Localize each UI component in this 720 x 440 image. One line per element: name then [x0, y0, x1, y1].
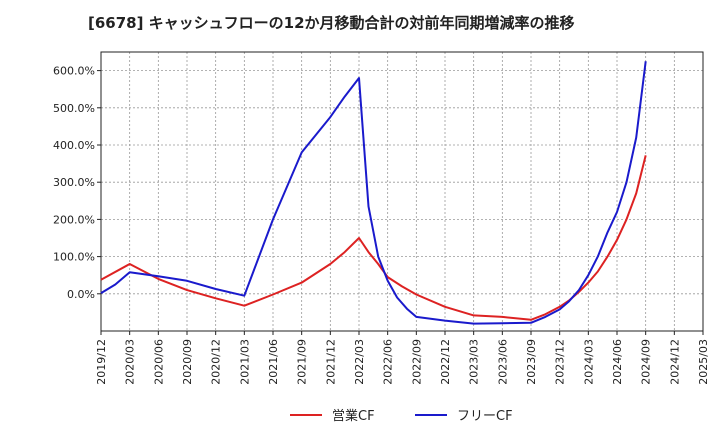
x-tick-label: 2023/12 — [554, 339, 567, 385]
x-tick-label: 2021/09 — [296, 339, 309, 385]
y-tick-label: 0.0% — [67, 288, 95, 301]
x-tick-label: 2024/06 — [611, 339, 624, 385]
x-tick-label: 2025/03 — [697, 339, 710, 385]
grid — [100, 52, 704, 331]
x-tick-label: 2022/12 — [439, 339, 452, 385]
y-tick-label: 400.0% — [53, 139, 95, 152]
x-tick-label: 2022/03 — [353, 339, 366, 385]
x-tick-label: 2024/09 — [640, 339, 653, 385]
legend-label-1: 営業CF — [332, 408, 375, 424]
series-line-2 — [100, 61, 647, 325]
y-tick-label: 100.0% — [53, 251, 95, 264]
series-lines — [100, 61, 647, 325]
x-tick-label: 2022/09 — [410, 339, 423, 385]
x-tick-label: 2023/06 — [496, 339, 509, 385]
chart-title: [6678] キャッシュフローの12か月移動合計の対前年同期増減率の推移 — [88, 14, 575, 32]
x-tick-label: 2019/12 — [95, 339, 108, 385]
y-tick-label: 300.0% — [53, 176, 95, 189]
y-tick-label: 600.0% — [53, 65, 95, 78]
y-tick-label: 200.0% — [53, 213, 95, 226]
x-tick-label: 2021/03 — [238, 339, 251, 385]
plot-frame — [100, 51, 704, 332]
legend: 営業CF フリーCF — [290, 408, 513, 424]
x-tick-label: 2021/06 — [267, 339, 280, 385]
x-tick-label: 2020/09 — [181, 339, 194, 385]
x-tick-label: 2023/03 — [468, 339, 481, 385]
x-tick-label: 2023/09 — [525, 339, 538, 385]
x-tick-label: 2024/03 — [582, 339, 595, 385]
y-tick-label: 500.0% — [53, 102, 95, 115]
x-tick-label: 2020/06 — [152, 339, 165, 385]
x-tick-label: 2021/12 — [324, 339, 337, 385]
x-tick-label: 2024/12 — [668, 339, 681, 385]
legend-label-2: フリーCF — [457, 409, 513, 424]
x-tick-label: 2020/03 — [124, 339, 137, 385]
series-line-1 — [100, 155, 647, 321]
y-axis-ticks: 0.0% 100.0% 200.0% 300.0% 400.0% 500.0% 600.0% — [53, 65, 101, 301]
x-axis-ticks: 2019/12 2020/03 2020/06 2020/09 2020/12 2021/… — [95, 331, 710, 385]
x-tick-label: 2022/06 — [382, 339, 395, 385]
x-tick-label: 2020/12 — [210, 339, 223, 385]
